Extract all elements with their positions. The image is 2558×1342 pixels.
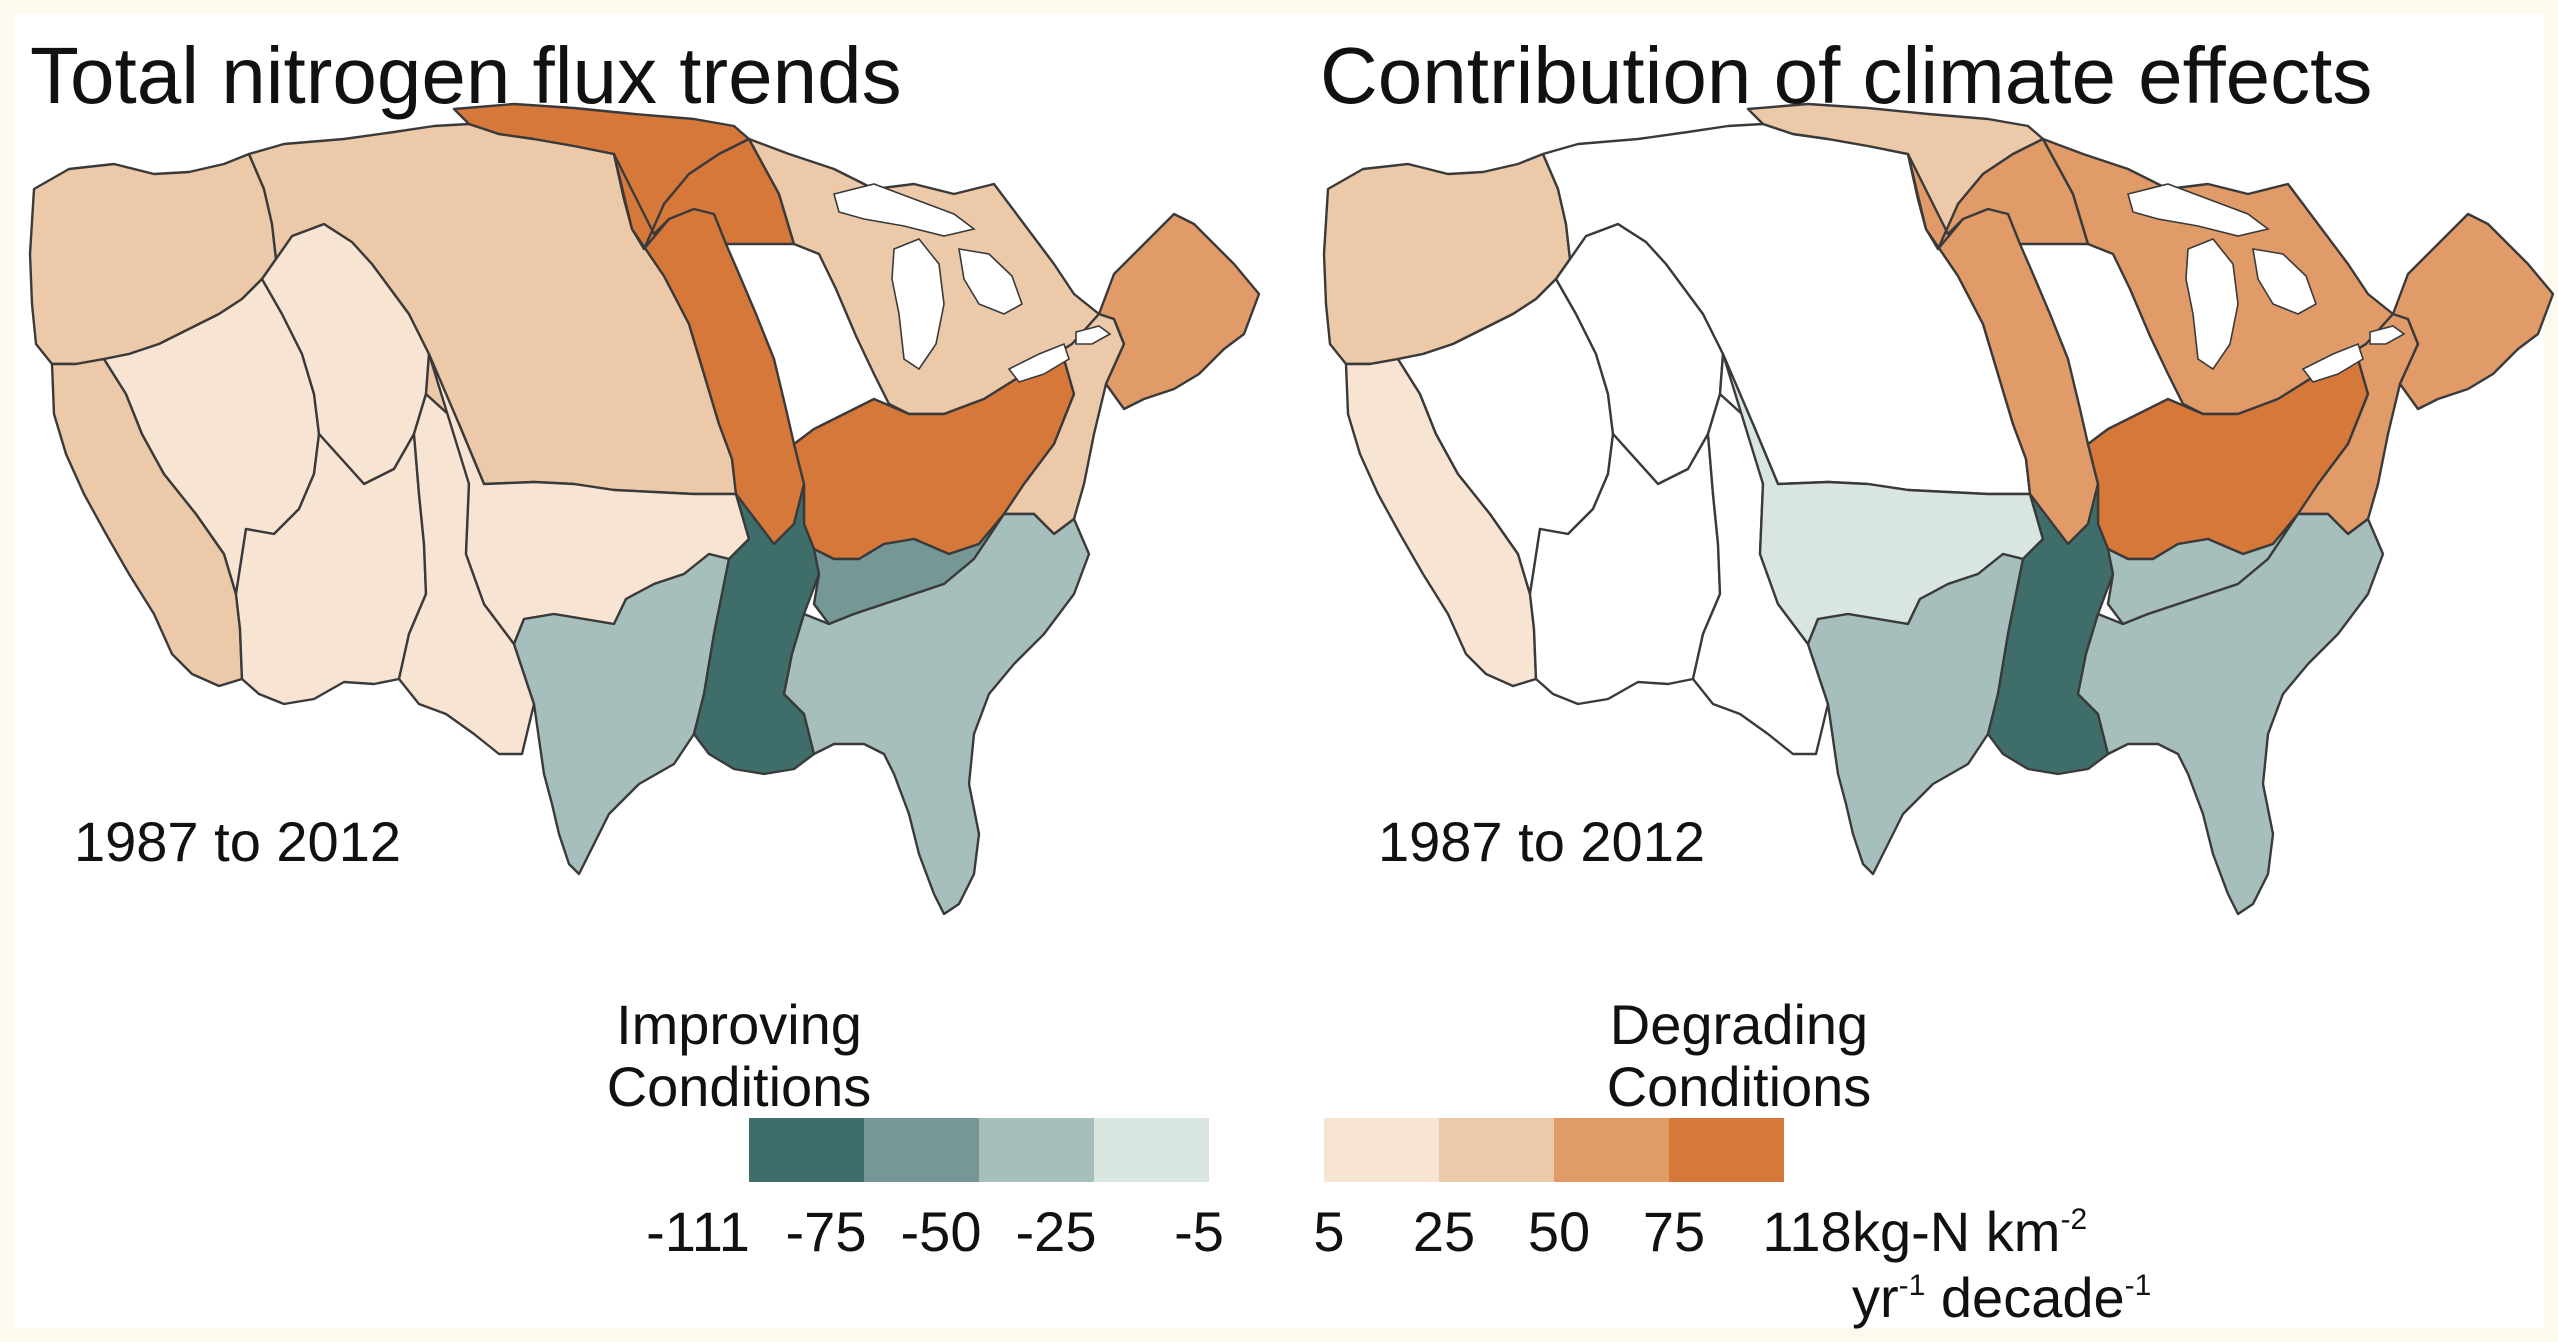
great-lake-5 xyxy=(1075,325,1112,345)
legend-unit-line1: kg-N km-2 xyxy=(1852,1204,2087,1260)
legend-swatch-3 xyxy=(1094,1118,1209,1182)
unit-text-decade: decade xyxy=(1925,1266,2125,1329)
legend-swatch-1 xyxy=(864,1118,979,1182)
unit-text-kg: kg-N km xyxy=(1852,1200,2061,1263)
legend-degrading-label: Degrading Conditions xyxy=(1606,993,1872,1118)
great-lake-4 xyxy=(1007,342,1070,383)
great-lake-2 xyxy=(2185,238,2239,371)
legend-swatch-7 xyxy=(1554,1118,1669,1182)
great-lake-3 xyxy=(958,248,1023,315)
great-lake-5 xyxy=(2369,325,2406,345)
region-south-atlantic-gulf xyxy=(782,512,1091,916)
legend-tick-label: 75 xyxy=(1642,1200,1706,1263)
region-new-england xyxy=(1097,212,1261,411)
legend-tick-label: -25 xyxy=(1015,1200,1097,1263)
map-title-left: Total nitrogen flux trends xyxy=(30,31,902,120)
legend-tick-label: -75 xyxy=(785,1200,867,1263)
great-lake-3 xyxy=(2252,248,2317,315)
unit-sup-km: -2 xyxy=(2060,1203,2088,1236)
legend-swatch-5 xyxy=(1324,1118,1439,1182)
figure: Total nitrogen flux trends Contribution … xyxy=(14,14,2555,1328)
legend-unit-line2: yr-1 decade-1 xyxy=(1852,1270,2151,1326)
legend-tick-label: -111 xyxy=(646,1200,750,1263)
legend-swatch-0 xyxy=(749,1118,864,1182)
map-title-right: Contribution of climate effects xyxy=(1320,31,2373,120)
legend-swatch-6 xyxy=(1439,1118,1554,1182)
map-total-nitrogen xyxy=(28,102,1261,916)
legend-tick-label: 25 xyxy=(1412,1200,1476,1263)
legend-tick-label: 118 xyxy=(1762,1200,1852,1263)
period-label-left: 1987 to 2012 xyxy=(74,810,401,873)
legend-improving-label: Improving Conditions xyxy=(606,993,872,1118)
legend-tick-label: 50 xyxy=(1527,1200,1591,1263)
great-lake-4 xyxy=(2301,342,2364,383)
unit-text-yr: yr xyxy=(1852,1266,1899,1329)
region-new-england xyxy=(2391,212,2555,411)
map-climate-contribution xyxy=(1322,102,2555,916)
region-south-atlantic-gulf xyxy=(2076,512,2385,916)
legend-tick-label: 5 xyxy=(1313,1200,1345,1263)
period-label-right: 1987 to 2012 xyxy=(1378,810,1705,873)
legend-swatch-2 xyxy=(979,1118,1094,1182)
unit-sup-yr: -1 xyxy=(1898,1269,1926,1302)
legend-swatch-8 xyxy=(1669,1118,1784,1182)
legend-tick-label: -50 xyxy=(900,1200,982,1263)
great-lake-1 xyxy=(2127,183,2270,237)
great-lake-2 xyxy=(891,238,945,371)
great-lake-1 xyxy=(833,183,976,237)
legend-tick-label: -5 xyxy=(1174,1200,1224,1263)
unit-sup-decade: -1 xyxy=(2124,1269,2152,1302)
